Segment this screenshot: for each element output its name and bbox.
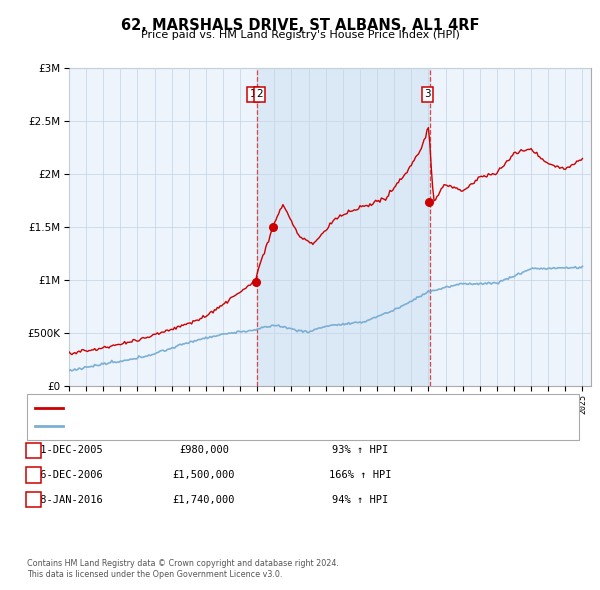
Text: 3: 3 (424, 90, 431, 99)
Text: This data is licensed under the Open Government Licence v3.0.: This data is licensed under the Open Gov… (27, 571, 283, 579)
Text: 3: 3 (31, 495, 37, 504)
Text: 2: 2 (31, 470, 37, 480)
Text: 62, MARSHALS DRIVE, ST ALBANS, AL1 4RF: 62, MARSHALS DRIVE, ST ALBANS, AL1 4RF (121, 18, 479, 32)
Text: 08-JAN-2016: 08-JAN-2016 (35, 495, 103, 504)
Bar (257, 68, 430, 386)
Text: 93% ↑ HPI: 93% ↑ HPI (332, 445, 388, 455)
Text: 2: 2 (257, 90, 263, 99)
Text: HPI: Average price, detached house, St Albans: HPI: Average price, detached house, St A… (67, 421, 299, 431)
Text: £980,000: £980,000 (179, 445, 229, 455)
Text: £1,500,000: £1,500,000 (173, 470, 235, 480)
Text: 06-DEC-2006: 06-DEC-2006 (35, 470, 103, 480)
Text: 166% ↑ HPI: 166% ↑ HPI (329, 470, 391, 480)
Text: 1: 1 (31, 445, 37, 455)
Text: 62, MARSHALS DRIVE, ST ALBANS, AL1 4RF (detached house): 62, MARSHALS DRIVE, ST ALBANS, AL1 4RF (… (67, 403, 374, 412)
Text: 01-DEC-2005: 01-DEC-2005 (35, 445, 103, 455)
Text: Contains HM Land Registry data © Crown copyright and database right 2024.: Contains HM Land Registry data © Crown c… (27, 559, 339, 568)
Text: £1,740,000: £1,740,000 (173, 495, 235, 504)
Text: 94% ↑ HPI: 94% ↑ HPI (332, 495, 388, 504)
Text: Price paid vs. HM Land Registry's House Price Index (HPI): Price paid vs. HM Land Registry's House … (140, 30, 460, 40)
Text: 1: 1 (250, 90, 256, 99)
